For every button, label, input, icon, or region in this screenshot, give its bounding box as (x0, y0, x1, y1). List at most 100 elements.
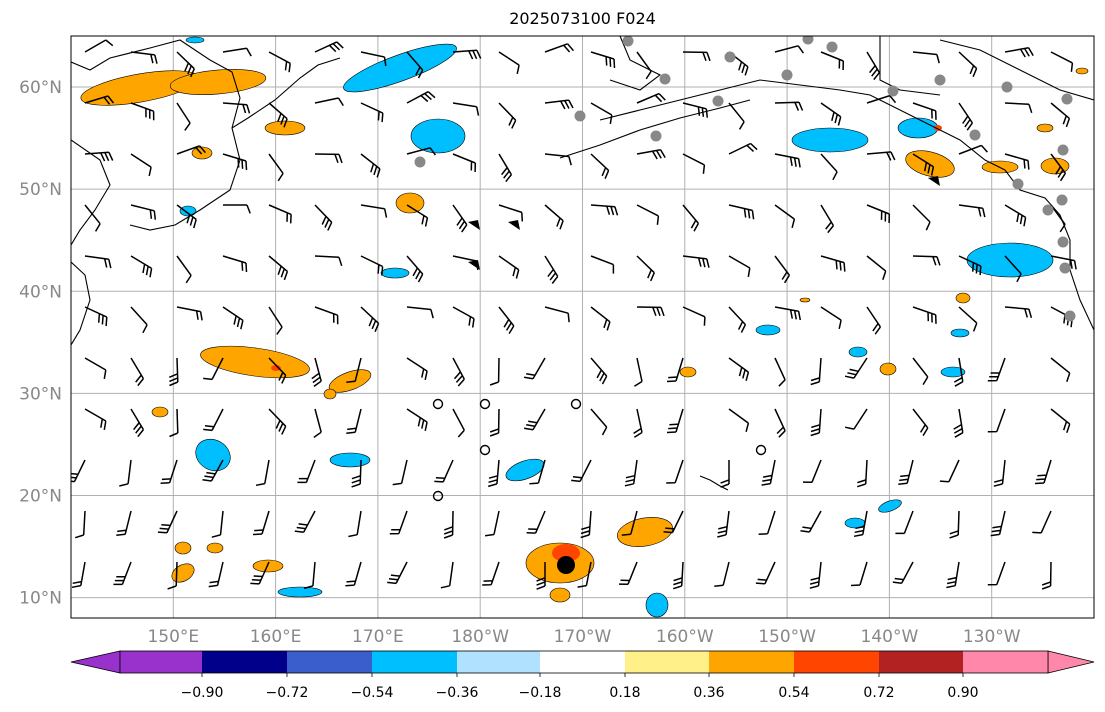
wind-barb (682, 306, 706, 326)
wind-barb (810, 357, 822, 386)
wind-barb (406, 408, 428, 432)
station-marker (1056, 194, 1068, 206)
coastline-segment (699, 475, 729, 491)
station-marker (712, 95, 724, 107)
descent-contour (679, 366, 697, 378)
coastline-segment (71, 39, 241, 231)
wind-barb (1050, 153, 1067, 182)
ascent-contour (179, 205, 197, 217)
wind-barb (621, 510, 638, 536)
wind-barb (130, 255, 153, 278)
wind-barb (387, 561, 408, 585)
wind-barb (489, 408, 500, 437)
wind-barb (169, 357, 179, 387)
wind-barb (544, 306, 570, 323)
wind-barb (958, 255, 982, 276)
wind-barb (84, 151, 114, 162)
wind-barb (636, 255, 655, 282)
wind-barb (728, 357, 750, 381)
wind-barb (297, 459, 316, 484)
wind-barb (157, 510, 178, 534)
wind-barb (71, 459, 86, 483)
wind-barb (167, 561, 178, 590)
coastline-segment (1004, 169, 1094, 331)
colorbar-tick-label: 0.36 (693, 685, 724, 701)
wind-barb (443, 510, 454, 539)
wind-barb (406, 306, 434, 319)
colorbar-segment (457, 651, 540, 673)
wind-barb (130, 51, 158, 64)
wind-barb (452, 102, 480, 116)
wind-barb (487, 459, 500, 488)
wind-barb (774, 153, 801, 168)
wind-barb (866, 94, 897, 104)
colorbar-frame (119, 650, 1049, 674)
wind-barb (498, 306, 515, 334)
wind-barb (810, 408, 822, 437)
wind-barb (636, 51, 652, 80)
wind-barb (130, 102, 155, 121)
wind-barb (866, 51, 881, 81)
lat-label: 10°N (19, 589, 62, 609)
wind-barb (1004, 255, 1022, 283)
wind-barb (360, 102, 384, 123)
wind-barb (912, 51, 940, 64)
wind-barb (866, 204, 891, 224)
wind-barb (953, 357, 964, 387)
wind-barb (987, 357, 1006, 382)
wind-barb (203, 408, 224, 432)
ascent-contour (897, 117, 939, 139)
wind-barb (866, 255, 887, 280)
wind-barb (987, 561, 1006, 586)
wind-barb (820, 204, 835, 234)
latitude-labels: 10°N 20°N 30°N 40°N 50°N 60°N (19, 78, 62, 609)
wind-barb (498, 255, 520, 279)
wind-barb (544, 204, 564, 230)
wind-barb (624, 459, 638, 487)
wind-barb (176, 204, 197, 229)
wind-barb (406, 255, 424, 283)
wind-barb (774, 101, 804, 111)
lon-label: 160°W (656, 627, 714, 647)
wind-barb (953, 408, 964, 438)
wind-barb (255, 459, 270, 487)
wind-barb (84, 408, 107, 431)
wind-barb (498, 153, 513, 183)
coastline-segment (599, 79, 1006, 171)
wind-barb-pennant (508, 220, 520, 230)
wind-barb (268, 153, 284, 182)
wind-barb (452, 306, 475, 328)
wind-barb (958, 204, 986, 218)
ascent-contour (791, 127, 869, 153)
wind-barb (590, 102, 613, 125)
wind-barb (820, 306, 842, 330)
descent-contour (955, 292, 971, 304)
wind-barb (268, 102, 288, 128)
wind-barb (590, 408, 608, 436)
wind-barb (526, 510, 546, 534)
wind-barb (130, 204, 157, 220)
ascent-contour (343, 43, 457, 93)
wind-barb (208, 561, 224, 588)
colorbar-segment (625, 651, 709, 673)
strong-descent-contour (271, 365, 281, 371)
wind-barb (222, 102, 251, 114)
descent-contour (799, 297, 811, 303)
wind-barb (892, 561, 914, 584)
wind-barb (452, 408, 465, 438)
wind-barb (1032, 510, 1052, 534)
calm-wind-circle (755, 444, 767, 456)
ascent-contour (848, 346, 868, 358)
lon-label: 170°E (352, 627, 404, 647)
wind-barb (666, 357, 684, 383)
wind-barb (176, 255, 192, 284)
calm-wind-circle (570, 398, 582, 410)
descent-contour (169, 69, 267, 95)
wind-barb (360, 306, 380, 332)
wind-barb (856, 459, 868, 488)
station-marker (574, 110, 586, 122)
wind-barb-pennant (928, 176, 940, 186)
descent-contour (1040, 157, 1070, 175)
wind-barb (618, 561, 638, 586)
